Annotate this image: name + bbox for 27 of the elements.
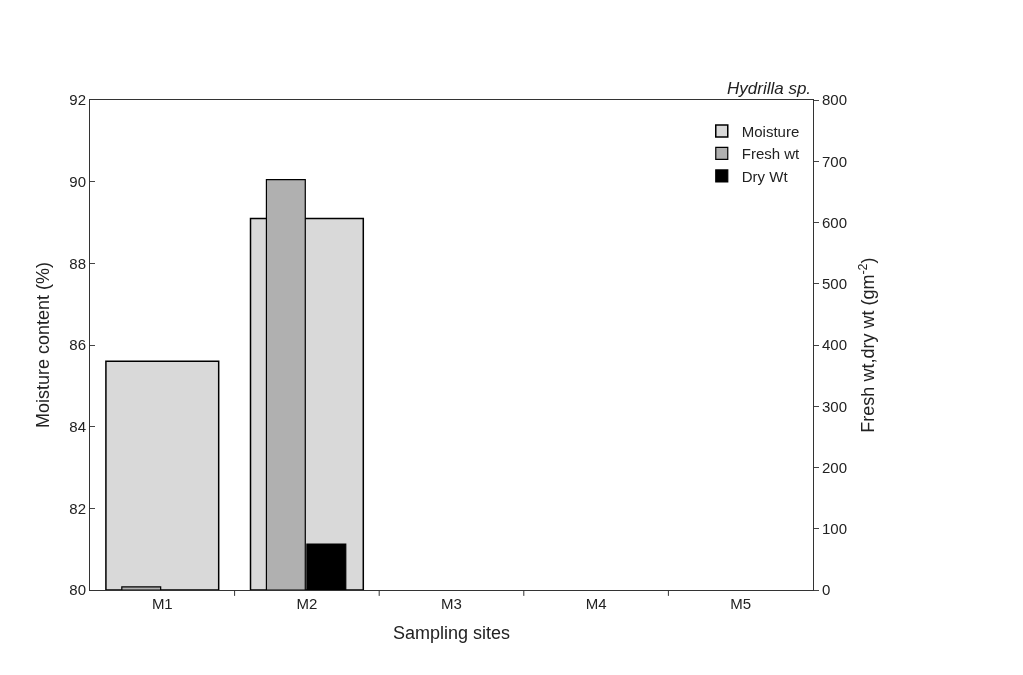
legend-label: Moisture bbox=[741, 122, 800, 140]
y2-tick-label: 500 bbox=[822, 275, 848, 292]
y-tick-label: 88 bbox=[69, 254, 86, 272]
x-tick-label: M2 bbox=[296, 595, 318, 612]
y-tick-label: 92 bbox=[69, 91, 86, 109]
y-axis-title: Moisture content (%) bbox=[32, 261, 53, 429]
y-tick-label: 84 bbox=[69, 417, 86, 435]
x-axis-title: Sampling sites bbox=[392, 623, 511, 644]
x-tick-label: M5 bbox=[730, 595, 752, 612]
y-tick-label: 80 bbox=[69, 581, 86, 599]
legend-label: Dry Wt bbox=[741, 167, 789, 185]
y2-tick-label: 400 bbox=[822, 336, 848, 354]
y2-tick-label: 100 bbox=[822, 520, 848, 537]
y-tick-label: 90 bbox=[69, 172, 86, 190]
y2-tick-label: 800 bbox=[822, 91, 848, 109]
y2-tick-label: 600 bbox=[822, 213, 848, 231]
legend-label: Fresh wt bbox=[741, 145, 801, 163]
y2-tick-label: 700 bbox=[822, 152, 848, 170]
x-tick-label: M3 bbox=[441, 595, 462, 612]
x-tick-label: M4 bbox=[585, 595, 607, 612]
y-tick-label: 86 bbox=[69, 336, 86, 354]
y2-tick-label: 300 bbox=[822, 397, 848, 415]
x-tick-label: M1 bbox=[151, 595, 173, 612]
y2-tick-label: 0 bbox=[822, 581, 831, 599]
y-tick-label: 82 bbox=[69, 499, 86, 517]
chart-title: Hydrilla sp. bbox=[727, 79, 812, 98]
y2-tick-label: 200 bbox=[822, 458, 848, 476]
